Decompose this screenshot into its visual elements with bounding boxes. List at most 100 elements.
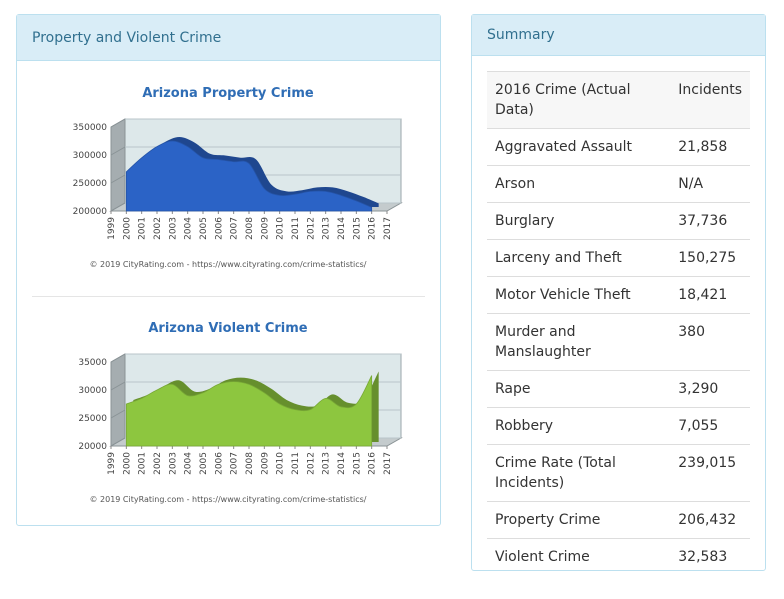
x-tick-label: 2007 [230, 217, 240, 240]
summary-table: 2016 Crime (Actual Data) Incidents Aggrava… [487, 71, 750, 575]
grid-line [110, 174, 126, 184]
table-row: 2016 Crime (Actual Data) Incidents [487, 71, 750, 129]
table-cell: Arson [487, 165, 671, 203]
table-cell: 2016 Crime (Actual Data) [487, 71, 671, 129]
x-tick-label: 2003 [168, 452, 178, 475]
table-cell: 21,858 [670, 128, 750, 166]
grid-line [110, 381, 126, 391]
table-cell: 32,583 [670, 538, 750, 575]
table-cell: 3,290 [670, 370, 750, 408]
table-cell: Aggravated Assault [487, 128, 671, 166]
y-tick-label: 300000 [73, 151, 108, 161]
x-tick-label: 2011 [291, 452, 301, 475]
x-tick-label: 2014 [337, 217, 347, 240]
table-row: Crime Rate (Total Incidents) 239,015 [487, 444, 750, 502]
x-tick-label: 2010 [276, 452, 286, 475]
chart: Arizona Violent Crime 20000 25000 30000 3500… [78, 321, 403, 504]
x-tick-label: 2015 [352, 452, 362, 475]
x-tick-label: 2008 [245, 452, 255, 475]
grid-line [110, 202, 126, 212]
table-cell: Crime Rate (Total Incidents) [487, 444, 671, 502]
x-tick-label: 2005 [199, 452, 209, 475]
table-cell: 239,015 [670, 444, 750, 502]
x-tick-label: 1999 [107, 217, 117, 240]
table-cell: 37,736 [670, 202, 750, 240]
table-cell: 380 [670, 313, 750, 371]
x-tick-label: 1999 [107, 452, 117, 475]
x-tick-label: 2016 [368, 217, 378, 240]
x-tick-label: 2002 [153, 217, 163, 240]
chart-credit: © 2019 CityRating.com - https://www.city… [89, 495, 366, 504]
x-tick-label: 2015 [352, 217, 362, 240]
summary-panel: Summary 2016 Crime (Actual Data) Incident… [471, 14, 766, 575]
table-row: Rape 3,290 [487, 370, 750, 408]
table-row: Property Crime 206,432 [487, 501, 750, 539]
chart-title: Arizona Property Crime [142, 86, 314, 101]
table-row: Robbery 7,055 [487, 407, 750, 445]
x-tick-label: 2011 [291, 217, 301, 240]
x-tick-label: 2004 [184, 452, 194, 475]
table-cell: Robbery [487, 407, 671, 445]
x-tick-label: 2008 [245, 217, 255, 240]
x-tick-label: 2001 [138, 217, 148, 240]
x-tick-label: 2017 [383, 452, 393, 475]
x-tick-label: 2000 [122, 452, 132, 475]
grid-line [110, 118, 126, 128]
table-cell: Property Crime [487, 501, 671, 539]
divider [32, 296, 425, 297]
table-row: Motor Vehicle Theft 18,421 [487, 276, 750, 314]
panel-title: Property and Violent Crime [17, 15, 440, 61]
table-cell: Motor Vehicle Theft [487, 276, 671, 314]
x-tick-label: 2002 [153, 452, 163, 475]
x-tick-label: 2003 [168, 217, 178, 240]
grid-line [110, 409, 126, 419]
y-tick-label: 350000 [73, 123, 108, 133]
left-panel: Property and Violent Crime Arizona Prope… [16, 14, 441, 526]
y-tick-label: 200000 [73, 207, 108, 217]
table-cell: 7,055 [670, 407, 750, 445]
chart: Arizona Property Crime 200000 250000 300000… [73, 86, 403, 269]
table-row: Aggravated Assault 21,858 [487, 128, 750, 166]
x-tick-label: 2006 [214, 217, 224, 240]
x-tick-label: 2004 [184, 217, 194, 240]
x-tick-label: 2010 [276, 217, 286, 240]
panel-title: Summary [472, 15, 765, 56]
table-cell: Larceny and Theft [487, 239, 671, 277]
y-tick-label: 35000 [78, 358, 107, 368]
y-tick-label: 30000 [78, 386, 107, 396]
x-tick-label: 2006 [214, 452, 224, 475]
x-tick-label: 2005 [199, 217, 209, 240]
table-cell: 206,432 [670, 501, 750, 539]
chart-title: Arizona Violent Crime [148, 321, 307, 336]
table-row: Murder and Manslaughter 380 [487, 313, 750, 371]
table-cell: 18,421 [670, 276, 750, 314]
table-cell: Incidents [670, 71, 750, 129]
x-tick-label: 2017 [383, 217, 393, 240]
y-tick-label: 25000 [78, 414, 107, 424]
table-cell: Murder and Manslaughter [487, 313, 671, 371]
side-wall [110, 118, 126, 212]
x-tick-label: 2013 [322, 452, 332, 475]
table-row: Arson N/A [487, 165, 750, 203]
x-tick-label: 2009 [260, 217, 270, 240]
x-tick-label: 2012 [306, 217, 316, 240]
area [125, 375, 373, 447]
grid-line [110, 353, 126, 363]
x-tick-label: 2009 [260, 452, 270, 475]
x-tick-label: 2007 [230, 452, 240, 475]
table-row: Larceny and Theft 150,275 [487, 239, 750, 277]
table-cell: Burglary [487, 202, 671, 240]
x-tick-label: 2016 [368, 452, 378, 475]
y-tick-label: 20000 [78, 442, 107, 452]
x-tick-label: 2014 [337, 452, 347, 475]
chart-credit: © 2019 CityRating.com - https://www.city… [89, 260, 366, 269]
x-tick-label: 2001 [138, 452, 148, 475]
side-wall [110, 353, 126, 447]
x-tick-label: 2000 [122, 217, 132, 240]
x-tick-label: 2013 [322, 217, 332, 240]
table-cell: N/A [670, 165, 750, 203]
table-row: Burglary 37,736 [487, 202, 750, 240]
area [125, 140, 373, 212]
table-cell: 150,275 [670, 239, 750, 277]
